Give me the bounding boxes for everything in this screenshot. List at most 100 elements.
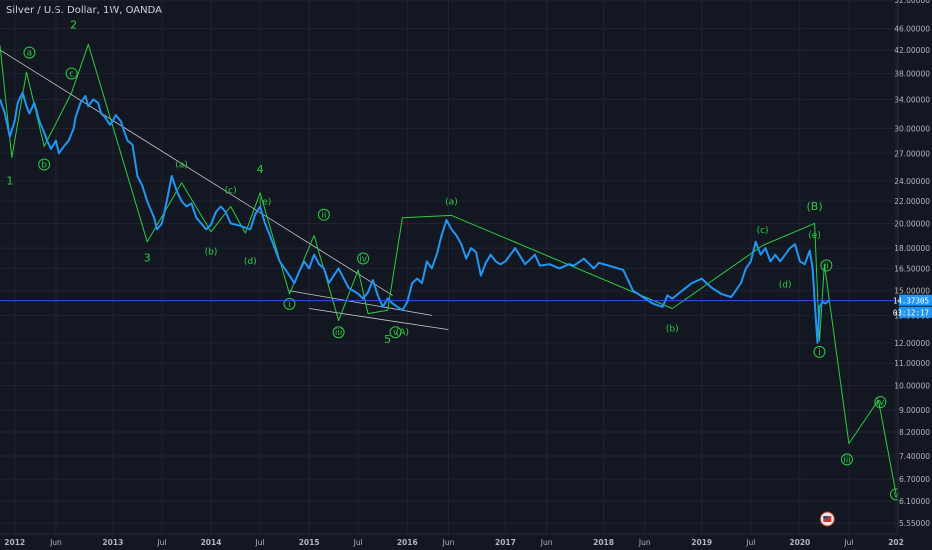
wave-label: (a): [175, 161, 188, 171]
wave-label-circle: [283, 297, 296, 310]
wave-label: (d): [244, 257, 257, 267]
wave-label: (c): [225, 186, 237, 196]
wave-label: (b): [205, 248, 218, 258]
time-tick-label: Jun: [540, 538, 553, 547]
current-price-value: 14.37305: [893, 297, 929, 306]
time-tick-label: 2016: [397, 538, 418, 547]
price-tick-label: 6.10000: [899, 497, 930, 506]
grid: [0, 0, 898, 534]
flag-icon-canton: [823, 516, 828, 519]
wave-label-circle: [874, 396, 887, 409]
price-tick-label: 9.00000: [899, 406, 930, 415]
wave-label: i: [818, 348, 821, 358]
price-tick-label: 11.00000: [894, 359, 930, 368]
price-tick-label: 38.00000: [894, 69, 930, 78]
wave-label-circle: [332, 326, 345, 339]
price-tick-label: 7.40000: [899, 452, 930, 461]
countdown-tag: [899, 306, 932, 318]
price-tick-label: 10.00000: [894, 382, 930, 391]
wave-label: (d): [779, 281, 792, 291]
trend-line: [309, 308, 449, 331]
price-tick-label: 6.70000: [899, 475, 930, 484]
wave-label: (A): [396, 328, 409, 338]
wave-label: v: [893, 490, 899, 500]
wave-label: 4: [257, 163, 264, 176]
price-tick-label: 16.50000: [894, 264, 930, 273]
price-tick-label: 30.00000: [894, 125, 930, 134]
wave-label-circle: [840, 453, 853, 466]
time-tick-label: Jun: [49, 538, 62, 547]
trend-line: [289, 290, 432, 316]
wave-label-circle: [38, 158, 51, 171]
wave-line: [0, 43, 897, 494]
time-tick-label: 2015: [299, 538, 320, 547]
wave-label: 1: [6, 175, 13, 188]
price-scale-bg: [898, 0, 932, 550]
wave-label: 2: [70, 19, 77, 32]
price-tick-label: 8.20000: [899, 428, 930, 437]
time-tick-label: Jun: [442, 538, 455, 547]
price-tick-label: 20.00000: [894, 219, 930, 228]
price-tick-label: 22.00000: [894, 197, 930, 206]
wave-label: a: [27, 49, 33, 59]
trend-lines: [0, 49, 449, 331]
time-tick-label: Jun: [638, 538, 651, 547]
wave-label-circle: [357, 252, 370, 265]
wave-label: (b): [666, 324, 679, 334]
wave-label: iii: [843, 455, 851, 465]
time-tick-label: 2013: [102, 538, 123, 547]
wave-label-circle: [23, 46, 36, 59]
wave-label-circle: [65, 67, 78, 80]
wave-label-circle: [389, 326, 402, 339]
wave-label-circle: [820, 259, 833, 272]
current-price-tag: [899, 294, 932, 306]
time-tick-label: Jul: [353, 538, 363, 547]
time-tick-label: 2012: [4, 538, 25, 547]
time-tick-label: 202: [888, 538, 904, 547]
time-tick-label: 2014: [201, 538, 222, 547]
price-tick-label: 52.00000: [894, 0, 930, 5]
price-series: [0, 91, 830, 344]
wave-label-circle: [813, 345, 826, 358]
symbol-title: Silver / U.S. Dollar, 1W, OANDA: [6, 5, 162, 16]
wave-label: (B): [807, 200, 823, 213]
price-tick-label: 42.00000: [894, 46, 930, 55]
countdown-value: 03:12:17: [893, 309, 929, 318]
wave-label: b: [41, 161, 47, 171]
wave-label: v: [393, 328, 399, 338]
wave-label: (e): [808, 231, 821, 241]
time-tick-label: Jul: [843, 538, 853, 547]
wave-label: (c): [757, 226, 769, 236]
time-tick-label: Jul: [156, 538, 166, 547]
wave-label: ii: [824, 261, 829, 271]
price-tick-label: 12.00000: [894, 339, 930, 348]
time-tick-label: 2020: [789, 538, 810, 547]
wave-label: 3: [144, 251, 151, 264]
price-tick-label: 46.00000: [894, 25, 930, 34]
elliott-wave-lines: [0, 43, 897, 494]
trend-line: [0, 49, 393, 296]
wave-label-circle: [317, 208, 330, 221]
wave-label: i: [288, 300, 291, 310]
price-line: [0, 91, 830, 344]
wave-label: iv: [359, 254, 368, 264]
wave-label: iv: [876, 398, 885, 408]
wave-label: ii: [321, 211, 326, 221]
wave-label: (a): [445, 197, 458, 207]
time-tick-label: Jul: [745, 538, 755, 547]
price-tick-label: 27.00000: [894, 149, 930, 158]
time-tick-label: 2018: [593, 538, 614, 547]
time-tick-label: 2019: [691, 538, 712, 547]
price-tick-label: 24.00000: [894, 177, 930, 186]
price-tick-label: 18.00000: [894, 244, 930, 253]
time-tick-label: Jul: [255, 538, 265, 547]
wave-label: c: [69, 69, 74, 79]
price-tick-label: 15.00000: [894, 287, 930, 296]
time-scale-bg: [0, 534, 932, 550]
wave-label: (e): [259, 197, 272, 207]
wave-label: 5: [384, 333, 391, 346]
wave-label: iii: [335, 328, 343, 338]
